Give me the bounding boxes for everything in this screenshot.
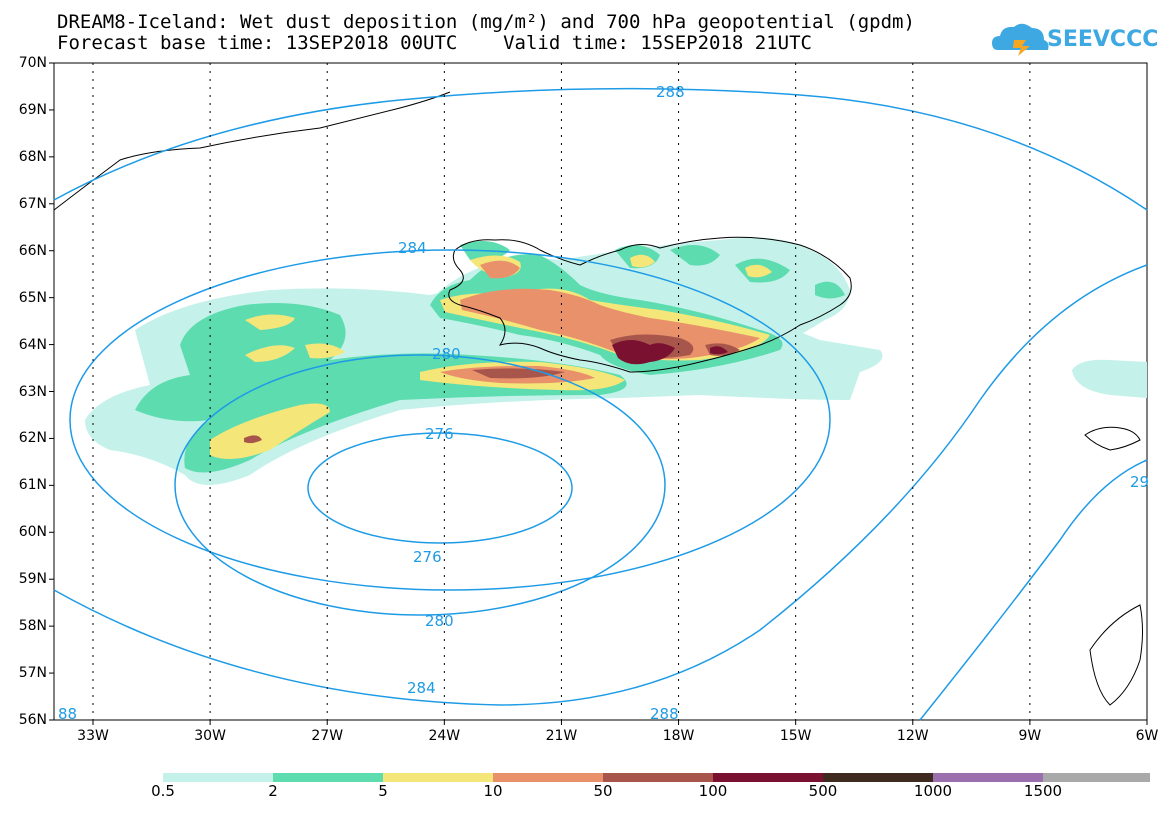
latitude-label: 61N bbox=[18, 477, 47, 494]
field-level-50 bbox=[244, 334, 740, 444]
longitude-label: 12W bbox=[896, 728, 929, 744]
legend-swatch bbox=[603, 773, 713, 782]
contour-label: 276 bbox=[413, 548, 442, 566]
legend-label: 1500 bbox=[1023, 782, 1063, 800]
latitude-label: 68N bbox=[18, 148, 47, 165]
longitude-label: 21W bbox=[545, 728, 578, 744]
field-level-10 bbox=[440, 260, 595, 384]
legend-swatch bbox=[493, 773, 603, 782]
logo-text: SEEVCCC bbox=[1047, 27, 1159, 52]
greenland-coast bbox=[53, 91, 451, 211]
longitude-label: 24W bbox=[428, 728, 461, 744]
legend-swatch bbox=[1043, 773, 1150, 782]
legend-swatch bbox=[163, 773, 273, 782]
legend-label: 2 bbox=[268, 782, 278, 800]
geopotential-contours bbox=[53, 87, 1148, 721]
latitude-label: 56N bbox=[18, 712, 47, 728]
field-level-5 bbox=[245, 314, 345, 362]
contour-label: 284 bbox=[407, 679, 436, 697]
contour-label: 288 bbox=[656, 83, 685, 101]
chart-subtitle: Forecast base time: 13SEP2018 00UTC Vali… bbox=[57, 32, 812, 54]
latitude-label: 60N bbox=[18, 524, 47, 541]
dust-deposition-field bbox=[85, 237, 1147, 485]
contour-284 bbox=[69, 249, 831, 591]
contour-label: 88 bbox=[58, 705, 77, 723]
contour-label: 280 bbox=[432, 345, 461, 363]
legend-label: 1000 bbox=[913, 782, 953, 800]
legend-label: 10 bbox=[483, 782, 503, 800]
field-level-5 bbox=[210, 403, 330, 459]
legend-swatch bbox=[933, 773, 1043, 782]
legend-label: 100 bbox=[698, 782, 728, 800]
legend-label: 50 bbox=[593, 782, 613, 800]
longitude-label: 30W bbox=[194, 728, 226, 744]
chart-title: DREAM8-Iceland: Wet dust deposition (mg/… bbox=[57, 11, 915, 33]
contour-labels: 288 284 280 276 276 280 284 288 88 29 bbox=[58, 83, 1149, 723]
contour-280 bbox=[174, 354, 666, 616]
legend-swatch bbox=[823, 773, 933, 782]
latitude-label: 59N bbox=[18, 571, 47, 588]
latitude-label: 65N bbox=[18, 289, 47, 306]
seevccc-logo: SEEVCCC bbox=[992, 20, 1162, 60]
legend-swatch bbox=[383, 773, 493, 782]
graticule bbox=[92, 63, 1031, 720]
contour-292 bbox=[919, 459, 1148, 721]
longitude-label: 27W bbox=[311, 728, 344, 744]
legend-label: 5 bbox=[378, 782, 388, 800]
contour-276 bbox=[307, 432, 573, 544]
legend-swatch bbox=[273, 773, 383, 782]
latitude-label: 66N bbox=[18, 242, 47, 259]
scotland-coast bbox=[1089, 604, 1143, 706]
longitude-label: 18W bbox=[662, 728, 695, 744]
faroe-coast bbox=[1084, 426, 1141, 451]
contour-label: 276 bbox=[425, 425, 454, 443]
latitude-label: 62N bbox=[18, 430, 47, 447]
longitude-label: 9W bbox=[1018, 728, 1042, 744]
latitude-label: 58N bbox=[18, 618, 47, 635]
latitude-label: 70N bbox=[18, 55, 47, 71]
legend-swatch bbox=[713, 773, 823, 782]
axis-ticks bbox=[49, 62, 1148, 725]
latitude-label: 63N bbox=[18, 383, 47, 400]
contour-label: 284 bbox=[398, 239, 427, 257]
latitude-label: 69N bbox=[18, 101, 47, 118]
longitude-label: 33W bbox=[77, 728, 109, 744]
contour-288-north bbox=[53, 87, 1148, 211]
contour-label: 288 bbox=[650, 705, 679, 723]
latitude-label: 57N bbox=[18, 665, 47, 682]
latitude-label: 64N bbox=[18, 336, 47, 353]
longitude-label: 15W bbox=[779, 728, 812, 744]
legend-label: 500 bbox=[808, 782, 838, 800]
contour-label: 29 bbox=[1130, 473, 1149, 491]
contour-288-south bbox=[53, 264, 1148, 706]
field-level-0-5 bbox=[1072, 359, 1147, 398]
longitude-label: 6W bbox=[1135, 728, 1159, 744]
legend-label: 0.5 bbox=[151, 782, 175, 800]
field-level-100 bbox=[612, 340, 728, 365]
cloud-icon bbox=[992, 23, 1049, 56]
latitude-label: 67N bbox=[18, 195, 47, 212]
contour-label: 280 bbox=[425, 612, 454, 630]
